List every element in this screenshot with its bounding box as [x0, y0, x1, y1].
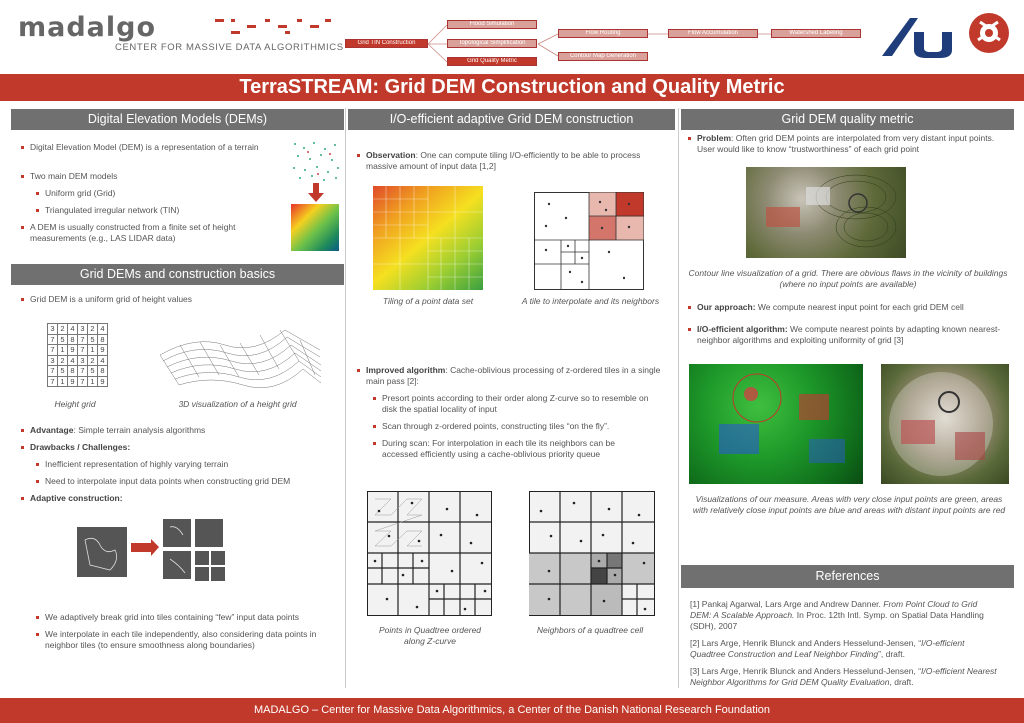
pipeline-topological-simplification[interactable]: Topological Simplification — [447, 39, 537, 48]
bullet-advantage: Advantage: Simple terrain analysis algor… — [21, 425, 330, 436]
reference-2: [2] Lars Arge, Henrik Blunck and Anders … — [690, 638, 965, 659]
contour-aerial-image — [746, 167, 906, 258]
advantage-label: Advantage — [30, 425, 74, 435]
pipeline-watershed-labeling[interactable]: Watershed Labeling — [771, 29, 861, 38]
improved-text: : Cache-oblivious processing of z-ordere… — [366, 365, 661, 386]
3d-wireframe-image — [159, 329, 322, 388]
caption-tile-neighbors: A tile to interpolate and its neighbors — [521, 296, 660, 306]
pipeline-grid-quality-metric[interactable]: Grid Quality Metric — [447, 57, 537, 66]
bullet-two-models: Two main DEM models — [21, 171, 266, 182]
madalgo-logo-wordmark: madalgo — [18, 12, 157, 43]
down-arrow-icon — [308, 183, 324, 202]
point-cloud-image — [293, 142, 339, 181]
bullet-uniform-grid: Uniform grid (Grid) — [36, 188, 265, 199]
bullet-dem-constructed: A DEM is usually constructed from a fini… — [21, 222, 266, 244]
quadtree-zcurve-image — [367, 491, 492, 616]
caption-tiling: Tiling of a point data set — [382, 296, 474, 306]
problem-text: : Often grid DEM points are interpolated… — [697, 133, 995, 154]
bullet-tin: Triangulated irregular network (TIN) — [36, 205, 265, 216]
io-label: I/O-efficient algorithm: — [697, 324, 788, 334]
reference-1: [1] Pankaj Agarwal, Lars Arge and Andrew… — [690, 599, 984, 631]
aarhus-university-logo — [882, 18, 952, 58]
pipeline-flow-routing[interactable]: Flow Routing — [558, 29, 648, 38]
pipeline-contour-map-generation[interactable]: Contour Map Generation — [558, 52, 648, 61]
quality-measure-aerial-image — [881, 364, 1009, 484]
bullet-inefficient: Inefficient representation of highly var… — [36, 459, 335, 470]
section-header-io-construction: I/O-efficient adaptive Grid DEM construc… — [348, 109, 675, 130]
bullet-improved-algorithm: Improved algorithm: Cache-oblivious proc… — [357, 365, 666, 387]
pipeline-flood-simulation[interactable]: Flood Simulation — [447, 20, 537, 29]
io-text: We compute nearest points by adapting kn… — [697, 324, 1001, 345]
advantage-text: : Simple terrain analysis algorithms — [73, 425, 206, 435]
caption-quadtree-neighbors: Neighbors of a quadtree cell — [536, 625, 644, 635]
approach-text: We compute nearest input point for each … — [755, 302, 964, 312]
bullet-during-scan: During scan: For interpolation in each t… — [373, 438, 652, 460]
poster-title: TerraSTREAM: Grid DEM Construction and Q… — [0, 74, 1024, 101]
improved-label: Improved algorithm — [366, 365, 446, 375]
bullet-observation: Observation: One can compute tiling I/O-… — [357, 150, 656, 172]
quality-measure-green-image — [689, 364, 863, 484]
footer: MADALGO – Center for Massive Data Algori… — [0, 698, 1024, 723]
adaptive-tiling-diagram — [77, 519, 225, 581]
bullet-grid-uniform: Grid DEM is a uniform grid of height val… — [21, 294, 330, 305]
aarhus-seal-icon — [969, 13, 1009, 53]
column-divider-left — [345, 108, 346, 688]
column-divider-right — [678, 108, 679, 688]
bullet-presort: Presort points according to their order … — [373, 393, 652, 415]
tiling-heatmap-image — [373, 186, 483, 290]
elevation-map-image — [291, 204, 339, 251]
caption-3d-visualization: 3D visualization of a height grid — [178, 399, 297, 409]
caption-contour-visualization: Contour line visualization of a grid. Th… — [688, 268, 1008, 289]
bullet-drawbacks: Drawbacks / Challenges: — [21, 442, 330, 453]
quadtree-neighbors-image — [529, 491, 655, 616]
section-header-dems: Digital Elevation Models (DEMs) — [11, 109, 344, 130]
bullet-interpolate-tile: We interpolate in each tile independentl… — [36, 629, 325, 651]
caption-quadtree-zcurve: Points in Quadtree ordered along Z-curve — [378, 625, 482, 646]
bullet-io-efficient: I/O-efficient algorithm: We compute near… — [688, 324, 1007, 346]
bullet-our-approach: Our approach: We compute nearest input p… — [688, 302, 1007, 313]
caption-quality-visualization: Visualizations of our measure. Areas wit… — [692, 494, 1006, 515]
pipeline-flow-accumulation[interactable]: Flow Accumulation — [668, 29, 758, 38]
logo-dots — [215, 15, 335, 45]
section-header-references: References — [681, 565, 1014, 588]
observation-text: : One can compute tiling I/O-efficiently… — [366, 150, 641, 171]
reference-3: [3] Lars Arge, Henrik Blunck and Anders … — [690, 666, 997, 687]
approach-label: Our approach: — [697, 302, 756, 312]
observation-label: Observation — [366, 150, 416, 160]
bullet-scan: Scan through z-ordered points, construct… — [373, 421, 652, 432]
section-header-quality-metric: Grid DEM quality metric — [681, 109, 1014, 130]
bullet-dem-representation: Digital Elevation Model (DEM) is a repre… — [21, 142, 266, 153]
pipeline-grid-tin-construction[interactable]: Grid TIN Construction — [345, 39, 428, 48]
bullet-interpolate: Need to interpolate input data points wh… — [36, 476, 340, 487]
bullet-adaptive: Adaptive construction: — [21, 493, 330, 504]
section-header-grid-dems: Grid DEMs and construction basics — [11, 264, 344, 285]
bullet-problem: Problem: Often grid DEM points are inter… — [688, 133, 1002, 155]
tile-neighbors-diagram — [534, 192, 644, 290]
caption-height-grid: Height grid — [54, 399, 96, 409]
logo-subtitle: CENTER FOR MASSIVE DATA ALGORITHMICS — [115, 42, 344, 53]
problem-label: Problem — [697, 133, 732, 143]
bullet-adaptive-break: We adaptively break grid into tiles cont… — [36, 612, 335, 623]
